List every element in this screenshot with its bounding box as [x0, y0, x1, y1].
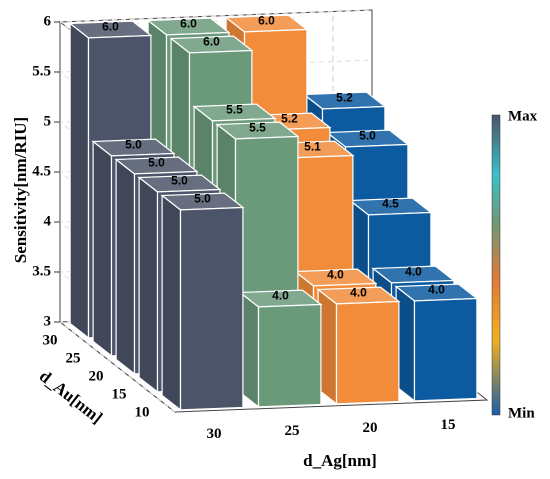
z-tick-label: 5.5	[32, 63, 51, 79]
colorbar	[491, 114, 501, 416]
value-label: 6.0	[258, 14, 275, 28]
bar: 5.0	[160, 192, 245, 412]
colorbar-max: Max	[508, 108, 538, 124]
y-tick-label: 20	[89, 368, 104, 384]
y-tick-label: 15	[112, 386, 127, 402]
y-tick-label: 25	[66, 350, 81, 366]
bar-left-face	[138, 176, 159, 394]
value-label: 5.0	[171, 174, 188, 188]
value-label: 5.2	[336, 91, 353, 105]
z-tick-label: 6	[44, 13, 52, 29]
bar-left-face	[69, 22, 90, 340]
value-label: 6.0	[203, 35, 220, 49]
y-tick-label: 10	[135, 404, 150, 420]
bar: 4.0	[316, 286, 401, 406]
bar-front-face	[413, 297, 478, 402]
value-label: 5.1	[304, 140, 321, 154]
value-label: 5.5	[249, 121, 266, 135]
value-label: 5.0	[125, 138, 142, 152]
value-label: 4.0	[272, 289, 289, 303]
bar: 4.0	[394, 283, 479, 403]
bar: 4.0	[238, 289, 323, 409]
value-label: 4.0	[327, 268, 344, 282]
value-label: 5.5	[226, 103, 243, 117]
value-label: 4.0	[428, 283, 445, 297]
x-axis-title: d_Ag[nm]	[303, 451, 377, 470]
bar-left-face	[161, 194, 182, 412]
value-label: 6.0	[180, 17, 197, 31]
x-tick-label: 15	[441, 417, 456, 433]
bar-left-face	[92, 140, 113, 358]
value-label: 4.0	[405, 265, 422, 279]
y-tick-label: 30	[43, 332, 58, 348]
x-tick-label: 20	[363, 420, 378, 436]
z-tick-label: 3	[44, 313, 52, 329]
x-tick-label: 30	[207, 426, 222, 442]
colorbar-min: Min	[508, 405, 535, 421]
z-axis-title: Sensitivity[nm/RIU]	[11, 117, 30, 263]
value-label: 5.0	[194, 192, 211, 206]
value-label: 5.0	[359, 129, 376, 143]
bar-front-face	[257, 303, 322, 408]
value-label: 5.2	[281, 112, 298, 126]
value-label: 4.5	[382, 197, 399, 211]
x-tick-label: 25	[285, 423, 300, 439]
z-tick-label: 3.5	[32, 263, 51, 279]
value-label: 4.0	[350, 286, 367, 300]
z-tick-label: 5	[44, 113, 52, 129]
bar-front-face	[335, 300, 400, 405]
z-tick-label: 4.5	[32, 163, 51, 179]
value-label: 6.0	[102, 20, 119, 34]
value-label: 5.0	[148, 156, 165, 170]
z-tick-label: 4	[44, 213, 52, 229]
bar-front-face	[179, 206, 244, 411]
bar-left-face	[115, 158, 136, 376]
